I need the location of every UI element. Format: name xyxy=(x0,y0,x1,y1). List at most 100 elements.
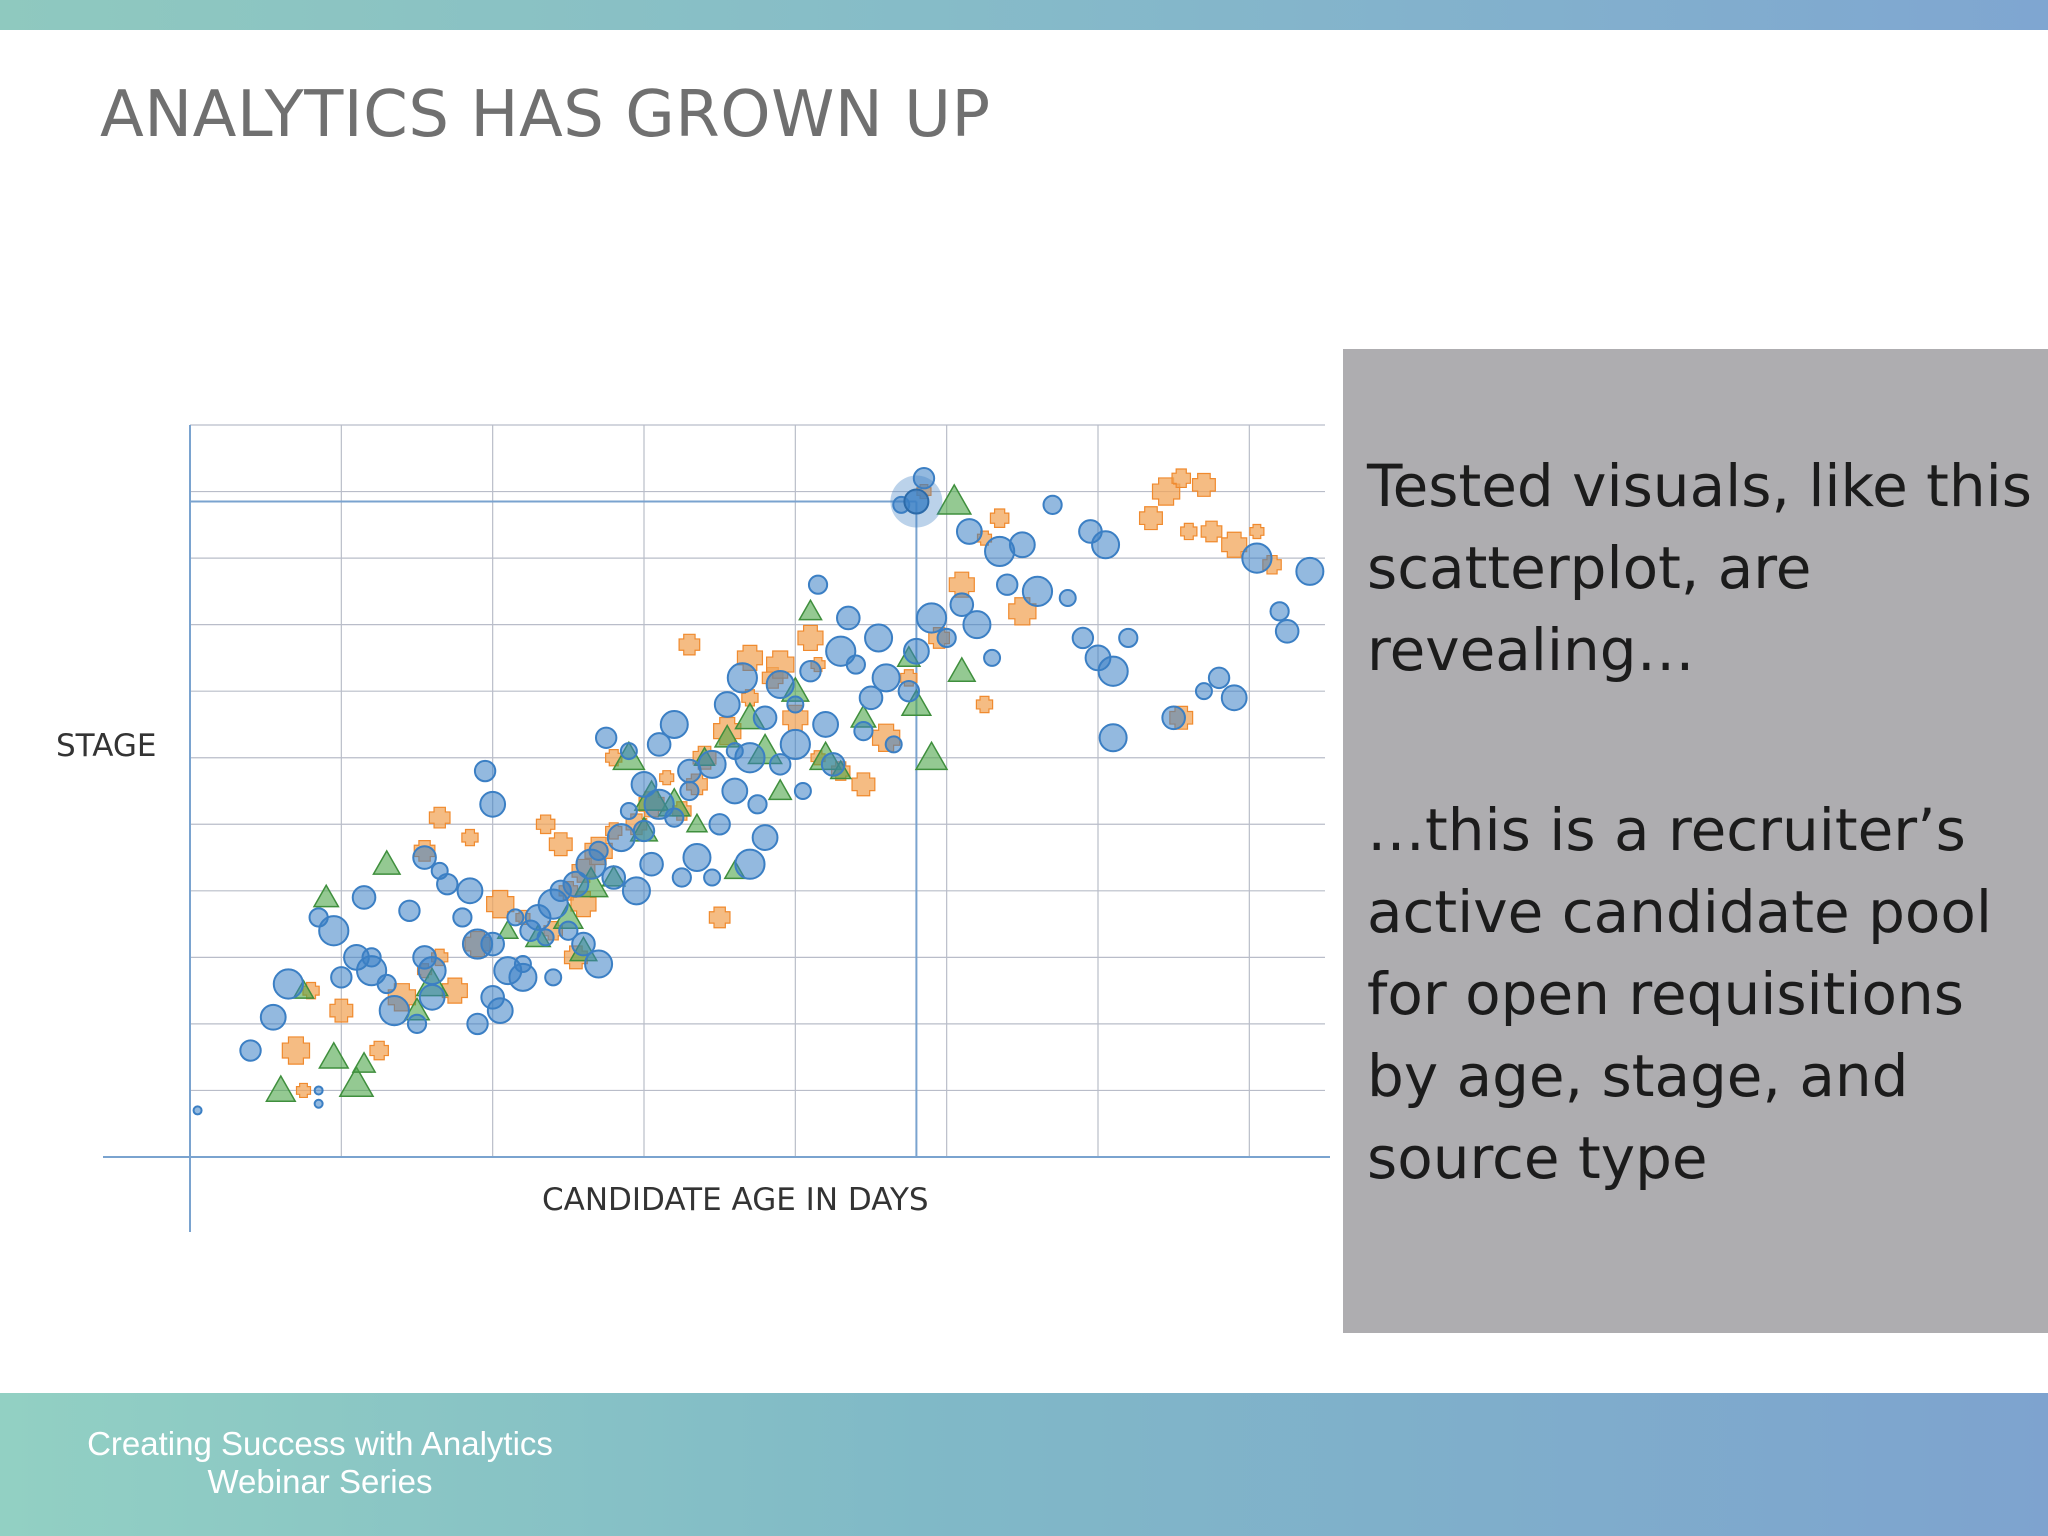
data-point-circle xyxy=(192,1105,203,1116)
data-point-plus xyxy=(989,508,1010,528)
data-point-circle xyxy=(619,742,638,761)
y-axis-label: STAGE xyxy=(56,728,157,764)
data-point-circle xyxy=(630,770,658,798)
data-point-circle xyxy=(725,742,744,761)
data-point-circle xyxy=(594,726,618,749)
data-point-circle xyxy=(864,623,894,653)
data-point-circle xyxy=(398,899,421,922)
data-point-circle xyxy=(812,711,839,738)
footer-line-2: Webinar Series xyxy=(207,1463,433,1500)
data-point-circle xyxy=(606,823,636,853)
data-point-circle xyxy=(1295,556,1325,586)
data-point-circle xyxy=(562,870,590,898)
highlight-point xyxy=(903,488,930,515)
data-point-plus xyxy=(535,814,556,835)
data-point-circle xyxy=(1071,626,1095,650)
data-point-circle xyxy=(799,660,822,683)
data-point-circle xyxy=(486,997,514,1024)
data-point-circle xyxy=(272,968,304,1000)
data-point-circle xyxy=(884,735,903,754)
data-point-plus xyxy=(708,906,731,929)
data-point-circle xyxy=(769,753,792,776)
data-point-circle xyxy=(786,695,805,714)
data-point-triangle xyxy=(318,1041,350,1069)
data-point-circle xyxy=(915,602,948,634)
data-point-plus xyxy=(295,1082,312,1099)
data-point-circle xyxy=(1091,530,1121,560)
data-point-circle xyxy=(259,1003,287,1031)
data-point-circle xyxy=(436,872,459,896)
data-point-plus xyxy=(1138,506,1163,531)
data-point-circle xyxy=(544,968,563,987)
data-point-circle xyxy=(1097,655,1129,687)
data-point-circle xyxy=(765,670,795,700)
data-point-circle xyxy=(558,920,579,941)
data-point-circle xyxy=(820,752,846,777)
data-point-circle xyxy=(682,843,712,873)
data-point-circle xyxy=(452,907,473,928)
data-point-circle xyxy=(1042,494,1063,515)
data-point-circle xyxy=(1269,601,1290,622)
data-point-plus xyxy=(281,1036,311,1065)
data-point-triangle xyxy=(685,812,709,833)
data-point-circle xyxy=(1098,723,1128,753)
data-point-circle xyxy=(779,728,811,761)
data-point-plus xyxy=(461,828,479,847)
data-point-triangle xyxy=(900,688,933,717)
data-point-triangle xyxy=(265,1074,297,1103)
data-point-triangle xyxy=(936,483,973,515)
data-point-circle xyxy=(313,1085,324,1096)
data-point-circle xyxy=(479,790,507,818)
data-point-circle xyxy=(912,467,936,490)
data-point-circle xyxy=(318,915,350,947)
data-point-circle xyxy=(721,777,749,805)
data-point-circle xyxy=(456,877,484,905)
data-point-circle xyxy=(845,654,866,675)
callout-paragraph-1: Tested visuals, like this scatterplot, a… xyxy=(1367,452,2033,684)
data-point-circle xyxy=(664,807,685,828)
footer-branding: Creating Success with Analytics Webinar … xyxy=(80,1425,560,1501)
data-point-circle xyxy=(466,1012,489,1036)
data-point-circle xyxy=(679,780,700,802)
data-point-circle xyxy=(703,868,722,887)
data-point-circle xyxy=(632,819,656,843)
data-point-circle xyxy=(621,876,651,906)
data-point-circle xyxy=(418,983,446,1011)
data-point-circle xyxy=(697,749,727,779)
data-point-plus xyxy=(428,806,451,829)
data-point-circle xyxy=(751,824,779,851)
data-point-circle xyxy=(677,758,702,784)
data-point-circle xyxy=(1241,542,1273,574)
data-point-circle xyxy=(708,813,731,836)
data-point-circle xyxy=(807,574,829,595)
data-point-circle xyxy=(313,1098,324,1109)
data-point-plus xyxy=(1180,522,1198,541)
bottom-banner xyxy=(0,1393,2048,1536)
data-point-circle xyxy=(412,845,437,870)
data-point-circle xyxy=(955,518,983,545)
data-point-circle xyxy=(903,637,930,665)
data-point-circle xyxy=(406,1013,428,1035)
data-point-circle xyxy=(1220,684,1248,712)
data-point-circle xyxy=(936,627,957,649)
data-point-circle xyxy=(1161,705,1186,731)
data-point-circle xyxy=(1207,666,1231,690)
data-point-triangle xyxy=(914,740,949,771)
data-point-plus xyxy=(329,998,354,1023)
data-point-circle xyxy=(330,966,353,989)
data-point-circle xyxy=(949,592,975,617)
data-point-circle xyxy=(473,759,497,783)
data-point-circle xyxy=(536,928,555,947)
data-point-triangle xyxy=(312,883,340,908)
data-point-plus xyxy=(1221,531,1248,558)
data-point-circle xyxy=(588,840,609,861)
callout-panel: Tested visuals, like this scatterplot, a… xyxy=(1343,349,2048,1333)
data-point-plus xyxy=(975,695,994,714)
top-banner xyxy=(0,0,2048,30)
data-point-circle xyxy=(671,867,692,888)
data-point-circle xyxy=(871,663,901,693)
data-point-circle xyxy=(571,931,596,957)
slide-title: ANALYTICS HAS GROWN UP xyxy=(100,78,991,152)
data-point-circle xyxy=(646,732,672,757)
